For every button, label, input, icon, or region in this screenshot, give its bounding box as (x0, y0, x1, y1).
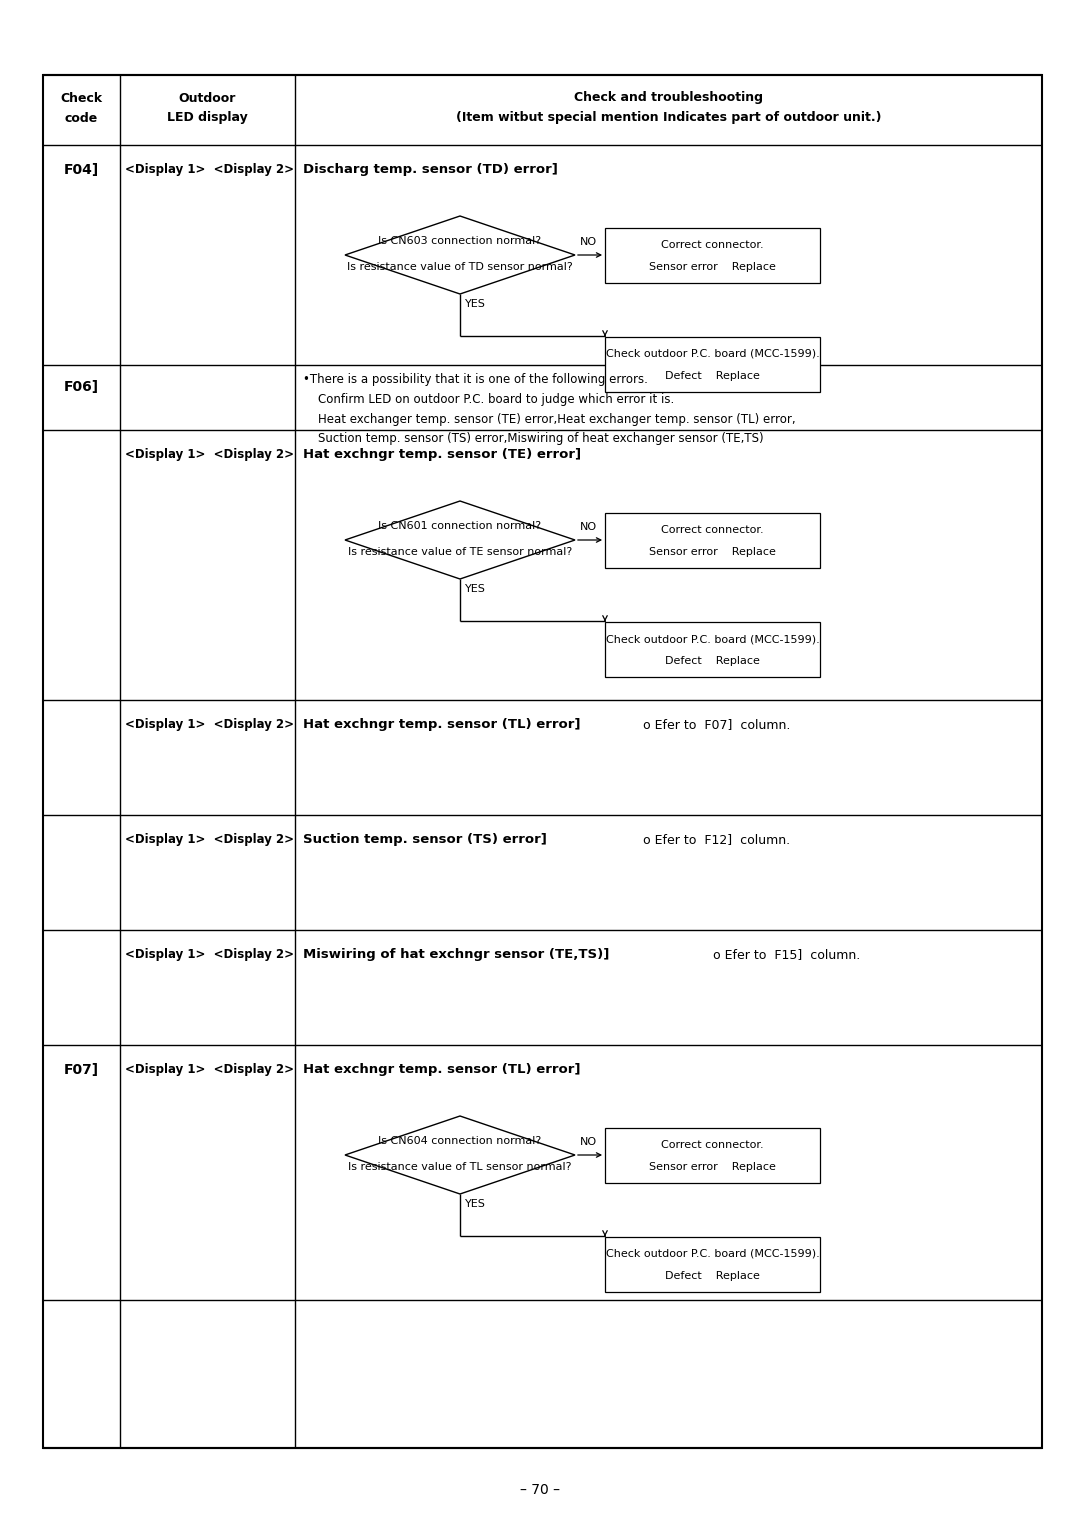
Text: YES: YES (465, 1199, 486, 1209)
Text: F06]: F06] (64, 380, 99, 393)
Text: Hat exchngr temp. sensor (TE) error]: Hat exchngr temp. sensor (TE) error] (303, 448, 581, 461)
Text: Check and troubleshooting: Check and troubleshooting (573, 92, 762, 105)
Text: <Display 1>  <Display 2>: <Display 1> <Display 2> (125, 1063, 294, 1077)
Text: Is resistance value of TD sensor normal?: Is resistance value of TD sensor normal? (347, 262, 572, 271)
Bar (605, 337, 820, 392)
Text: NO: NO (580, 1138, 597, 1147)
Text: <Display 1>  <Display 2>: <Display 1> <Display 2> (125, 833, 294, 846)
Text: Sensor error    Replace: Sensor error Replace (649, 547, 775, 557)
Text: code: code (65, 111, 98, 125)
Text: <Display 1>  <Display 2>: <Display 1> <Display 2> (125, 163, 294, 175)
Text: Defect    Replace: Defect Replace (665, 656, 760, 666)
Text: Is CN604 connection normal?: Is CN604 connection normal? (378, 1136, 542, 1145)
Text: LED display: LED display (167, 111, 248, 125)
Polygon shape (345, 502, 575, 580)
Text: Is resistance value of TL sensor normal?: Is resistance value of TL sensor normal? (348, 1162, 571, 1173)
Text: <Display 1>  <Display 2>: <Display 1> <Display 2> (125, 949, 294, 961)
Text: <Display 1>  <Display 2>: <Display 1> <Display 2> (125, 718, 294, 730)
Text: <Display 1>  <Display 2>: <Display 1> <Display 2> (125, 448, 294, 461)
Text: NO: NO (580, 522, 597, 532)
Polygon shape (345, 217, 575, 294)
Text: YES: YES (465, 299, 486, 310)
Text: Suction temp. sensor (TS) error,Miswiring of heat exchanger sensor (TE,TS): Suction temp. sensor (TS) error,Miswirin… (318, 432, 764, 445)
Text: Is resistance value of TE sensor normal?: Is resistance value of TE sensor normal? (348, 547, 572, 557)
Bar (605, 1237, 820, 1292)
Text: Suction temp. sensor (TS) error]: Suction temp. sensor (TS) error] (303, 833, 546, 846)
Text: Check outdoor P.C. board (MCC-1599).: Check outdoor P.C. board (MCC-1599). (606, 349, 820, 358)
Text: Check outdoor P.C. board (MCC-1599).: Check outdoor P.C. board (MCC-1599). (606, 634, 820, 644)
Bar (605, 1127, 820, 1182)
Text: Correct connector.: Correct connector. (661, 525, 764, 535)
Text: o Efer to  F07]  column.: o Efer to F07] column. (643, 718, 791, 730)
Text: Check: Check (60, 92, 103, 105)
Text: Discharg temp. sensor (TD) error]: Discharg temp. sensor (TD) error] (303, 163, 558, 175)
Text: Confirm LED on outdoor P.C. board to judge which error it is.: Confirm LED on outdoor P.C. board to jud… (318, 393, 674, 406)
Text: F07]: F07] (64, 1063, 99, 1077)
Bar (605, 512, 820, 567)
Text: Correct connector.: Correct connector. (661, 239, 764, 250)
Text: Miswiring of hat exchngr sensor (TE,TS)]: Miswiring of hat exchngr sensor (TE,TS)] (303, 949, 609, 961)
Text: Heat exchanger temp. sensor (TE) error,Heat exchanger temp. sensor (TL) error,: Heat exchanger temp. sensor (TE) error,H… (318, 413, 796, 425)
Text: o Efer to  F15]  column.: o Efer to F15] column. (713, 949, 861, 961)
Text: Sensor error    Replace: Sensor error Replace (649, 1162, 775, 1173)
Bar (605, 622, 820, 677)
Text: •There is a possibility that it is one of the following errors.: •There is a possibility that it is one o… (303, 374, 648, 386)
Text: Check outdoor P.C. board (MCC-1599).: Check outdoor P.C. board (MCC-1599). (606, 1249, 820, 1260)
Text: Defect    Replace: Defect Replace (665, 371, 760, 381)
Text: NO: NO (580, 236, 597, 247)
Text: o Efer to  F12]  column.: o Efer to F12] column. (643, 833, 791, 846)
Text: Correct connector.: Correct connector. (661, 1141, 764, 1150)
Text: (Item witbut special mention Indicates part of outdoor unit.): (Item witbut special mention Indicates p… (456, 111, 881, 125)
Text: F04]: F04] (64, 163, 99, 177)
Text: Hat exchngr temp. sensor (TL) error]: Hat exchngr temp. sensor (TL) error] (303, 718, 581, 730)
Polygon shape (345, 1116, 575, 1194)
Text: Defect    Replace: Defect Replace (665, 1270, 760, 1281)
Bar (605, 227, 820, 282)
Text: Sensor error    Replace: Sensor error Replace (649, 262, 775, 271)
Text: Hat exchngr temp. sensor (TL) error]: Hat exchngr temp. sensor (TL) error] (303, 1063, 581, 1077)
Text: – 70 –: – 70 – (519, 1482, 561, 1498)
Text: Is CN603 connection normal?: Is CN603 connection normal? (378, 236, 541, 246)
Text: Outdoor: Outdoor (179, 92, 237, 105)
Text: Is CN601 connection normal?: Is CN601 connection normal? (378, 522, 541, 531)
Text: YES: YES (465, 584, 486, 595)
